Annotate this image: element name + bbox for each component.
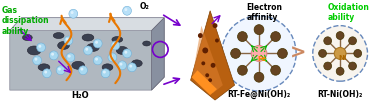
Circle shape xyxy=(123,6,132,15)
Circle shape xyxy=(93,39,102,48)
Circle shape xyxy=(79,66,87,75)
Circle shape xyxy=(84,46,92,55)
Circle shape xyxy=(118,61,127,70)
Ellipse shape xyxy=(38,64,50,71)
Circle shape xyxy=(201,61,205,65)
Circle shape xyxy=(85,48,88,51)
Circle shape xyxy=(110,55,113,58)
Circle shape xyxy=(95,41,98,44)
Circle shape xyxy=(215,39,219,43)
Circle shape xyxy=(334,47,346,59)
Circle shape xyxy=(66,53,75,62)
Circle shape xyxy=(124,8,127,11)
Ellipse shape xyxy=(87,43,99,51)
Circle shape xyxy=(254,25,264,35)
Circle shape xyxy=(101,69,110,78)
Ellipse shape xyxy=(27,46,41,55)
Circle shape xyxy=(56,66,65,75)
Circle shape xyxy=(277,48,287,58)
Circle shape xyxy=(68,55,71,58)
Circle shape xyxy=(113,43,116,46)
Text: RT-Fe@Ni(OH)₂: RT-Fe@Ni(OH)₂ xyxy=(228,90,291,99)
Polygon shape xyxy=(10,18,164,31)
Circle shape xyxy=(129,65,132,68)
Circle shape xyxy=(336,32,344,39)
Circle shape xyxy=(208,78,212,82)
Circle shape xyxy=(37,43,45,52)
Circle shape xyxy=(222,16,296,91)
Circle shape xyxy=(349,62,356,70)
Circle shape xyxy=(123,49,132,58)
Text: Ni: Ni xyxy=(338,55,346,61)
Circle shape xyxy=(69,9,78,18)
Circle shape xyxy=(58,68,61,71)
Circle shape xyxy=(205,73,209,77)
Circle shape xyxy=(111,41,120,50)
Circle shape xyxy=(211,63,215,68)
Circle shape xyxy=(271,32,280,42)
Text: RT-Ni(OH)₂: RT-Ni(OH)₂ xyxy=(318,90,363,99)
Circle shape xyxy=(119,63,122,66)
Polygon shape xyxy=(152,18,164,90)
Circle shape xyxy=(237,32,247,42)
Circle shape xyxy=(251,45,267,61)
Circle shape xyxy=(127,63,136,72)
Circle shape xyxy=(231,48,240,58)
Circle shape xyxy=(254,72,264,82)
Circle shape xyxy=(319,49,327,57)
Circle shape xyxy=(212,23,217,28)
Circle shape xyxy=(71,11,74,14)
Circle shape xyxy=(324,37,332,45)
Circle shape xyxy=(44,71,47,74)
Text: Fe: Fe xyxy=(257,56,266,62)
Circle shape xyxy=(81,68,84,71)
Polygon shape xyxy=(192,26,223,93)
Circle shape xyxy=(93,56,102,65)
Circle shape xyxy=(103,71,106,74)
Ellipse shape xyxy=(132,60,142,67)
Circle shape xyxy=(33,56,42,65)
Text: H₂O: H₂O xyxy=(71,91,89,100)
Circle shape xyxy=(349,37,356,45)
Text: O₂: O₂ xyxy=(140,2,150,11)
Circle shape xyxy=(124,51,127,54)
Circle shape xyxy=(324,62,332,70)
Circle shape xyxy=(95,58,98,61)
Text: Electron
affinity: Electron affinity xyxy=(246,3,282,22)
Circle shape xyxy=(39,45,41,48)
Polygon shape xyxy=(191,11,235,100)
Circle shape xyxy=(237,65,247,75)
Circle shape xyxy=(51,53,54,56)
Text: Oxidation
ability: Oxidation ability xyxy=(327,3,369,22)
Circle shape xyxy=(64,36,73,45)
Circle shape xyxy=(108,53,117,62)
Ellipse shape xyxy=(22,35,32,41)
Ellipse shape xyxy=(143,41,150,46)
Circle shape xyxy=(354,49,362,57)
Circle shape xyxy=(66,38,69,41)
Circle shape xyxy=(336,67,344,75)
Circle shape xyxy=(198,33,203,38)
Circle shape xyxy=(50,51,58,60)
Text: >: > xyxy=(290,44,306,63)
Ellipse shape xyxy=(72,61,85,69)
Text: Gas
dissipation
ability: Gas dissipation ability xyxy=(2,6,50,36)
Circle shape xyxy=(42,69,51,78)
Circle shape xyxy=(313,26,367,81)
Ellipse shape xyxy=(116,47,128,54)
Polygon shape xyxy=(192,70,217,95)
Ellipse shape xyxy=(82,34,94,41)
Ellipse shape xyxy=(102,64,113,71)
Circle shape xyxy=(34,58,37,61)
Circle shape xyxy=(271,65,280,75)
Ellipse shape xyxy=(53,33,64,39)
Polygon shape xyxy=(10,18,164,90)
Ellipse shape xyxy=(112,37,123,43)
Ellipse shape xyxy=(58,41,70,49)
Circle shape xyxy=(202,47,208,53)
